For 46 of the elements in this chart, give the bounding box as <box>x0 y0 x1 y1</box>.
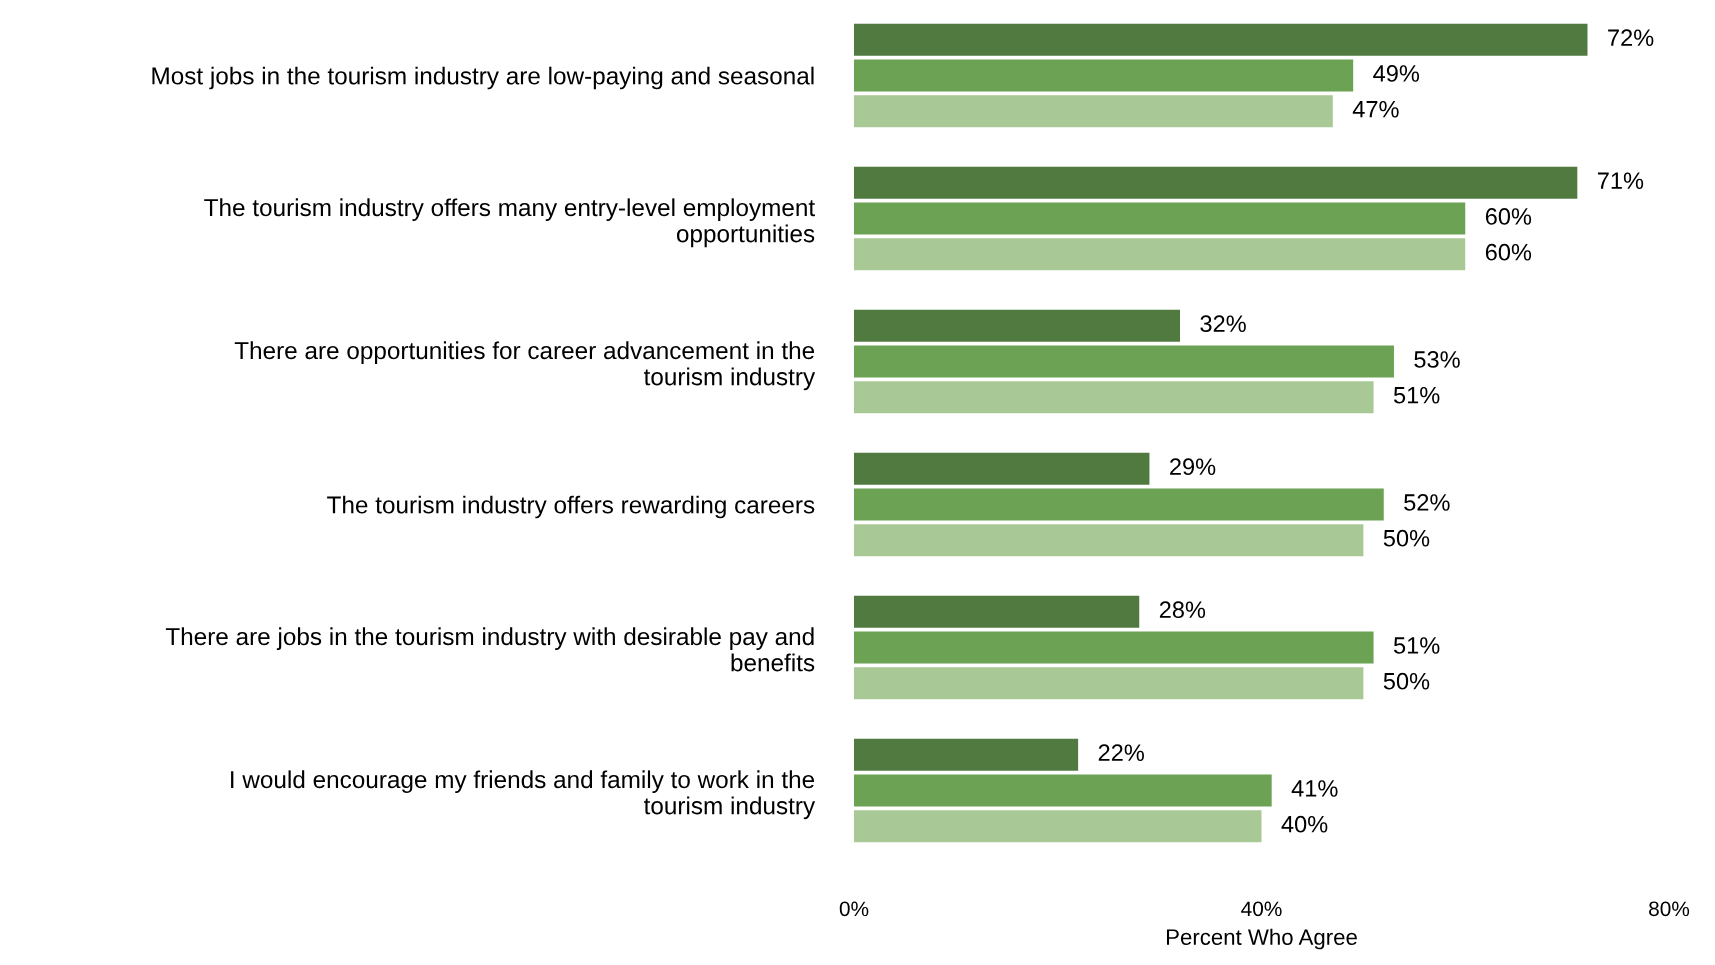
bar <box>854 667 1364 700</box>
bar <box>854 738 1079 771</box>
data-label: 51% <box>1393 637 1440 654</box>
data-label: 60% <box>1485 208 1532 225</box>
bar <box>854 345 1394 378</box>
x-tick-label: 40% <box>1241 901 1282 917</box>
data-label: 49% <box>1373 65 1420 82</box>
x-axis-title: Percent Who Agree <box>1166 928 1357 950</box>
bar <box>854 810 1262 843</box>
data-label: 41% <box>1291 780 1338 797</box>
bar <box>854 95 1333 128</box>
bar <box>854 524 1364 557</box>
bar <box>854 631 1374 664</box>
bar <box>854 595 1140 628</box>
data-label: 50% <box>1383 672 1430 690</box>
bar <box>854 381 1374 414</box>
data-label: 60% <box>1485 243 1532 261</box>
x-tick-label: 80% <box>1649 901 1690 917</box>
x-tick-label: 0% <box>839 901 869 917</box>
data-label: 47% <box>1352 100 1399 118</box>
data-label: 51% <box>1393 386 1440 404</box>
data-label: 40% <box>1281 815 1328 833</box>
data-label: 28% <box>1159 601 1206 619</box>
bar <box>854 23 1588 56</box>
data-label: 22% <box>1098 744 1144 761</box>
data-label: 32% <box>1200 315 1246 333</box>
bar <box>854 238 1466 271</box>
y-tick-label: I would encourage my friends and family to work in the tourism industry <box>231 770 816 820</box>
data-label: 52% <box>1404 494 1450 511</box>
y-tick-label: There are jobs in the tourism industry with desirable pay and benefits <box>165 627 815 672</box>
data-label: 53% <box>1414 351 1460 368</box>
bar <box>854 309 1180 342</box>
bar <box>854 488 1384 521</box>
data-label: 50% <box>1383 529 1430 547</box>
bar <box>854 202 1466 235</box>
data-label: 71% <box>1597 172 1644 189</box>
bar <box>854 774 1272 807</box>
y-tick-label: There are opportunities for career advancement in the tourism industry <box>234 341 816 391</box>
bar <box>854 59 1354 92</box>
data-label: 29% <box>1170 458 1216 476</box>
y-tick-label: Most jobs in the tourism industry are low-paying and seasonal <box>152 66 814 90</box>
y-tick-label: The tourism industry offers rewarding careers <box>327 495 815 519</box>
data-label: 72% <box>1608 29 1654 46</box>
bar <box>854 166 1578 199</box>
y-tick-label: The tourism industry offers many entry-level employment opportunities <box>204 198 815 248</box>
bar <box>854 452 1150 485</box>
